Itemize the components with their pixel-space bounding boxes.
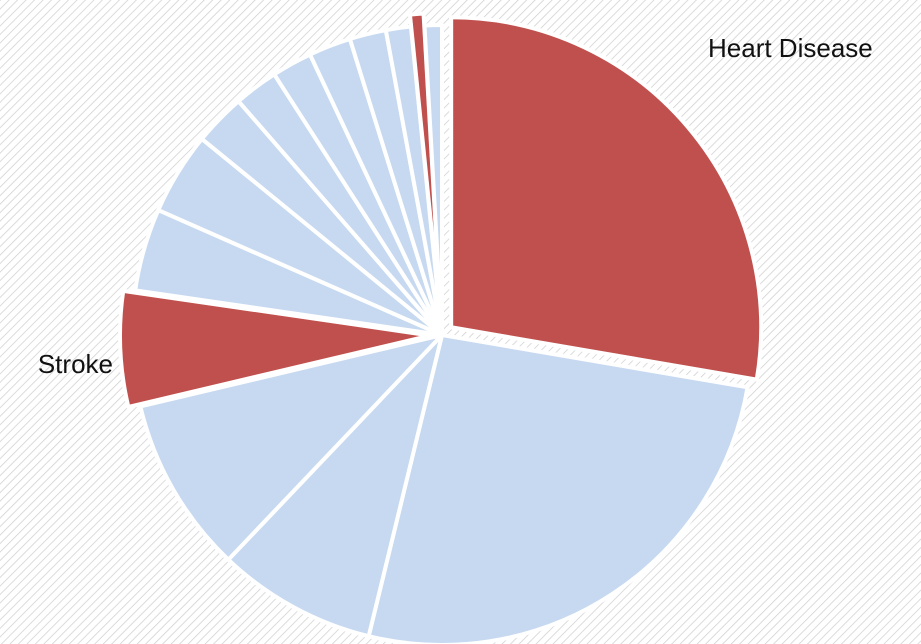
pie-slice [422,23,444,337]
pie-slice [138,333,444,562]
slice-label: Stroke [38,349,113,379]
pie-slice [407,11,444,326]
pie-slice [366,333,750,644]
pie-slice [118,288,433,409]
pie-slice [226,333,444,639]
slice-label: Heart Disease [708,33,873,63]
pie-slice [449,15,764,382]
